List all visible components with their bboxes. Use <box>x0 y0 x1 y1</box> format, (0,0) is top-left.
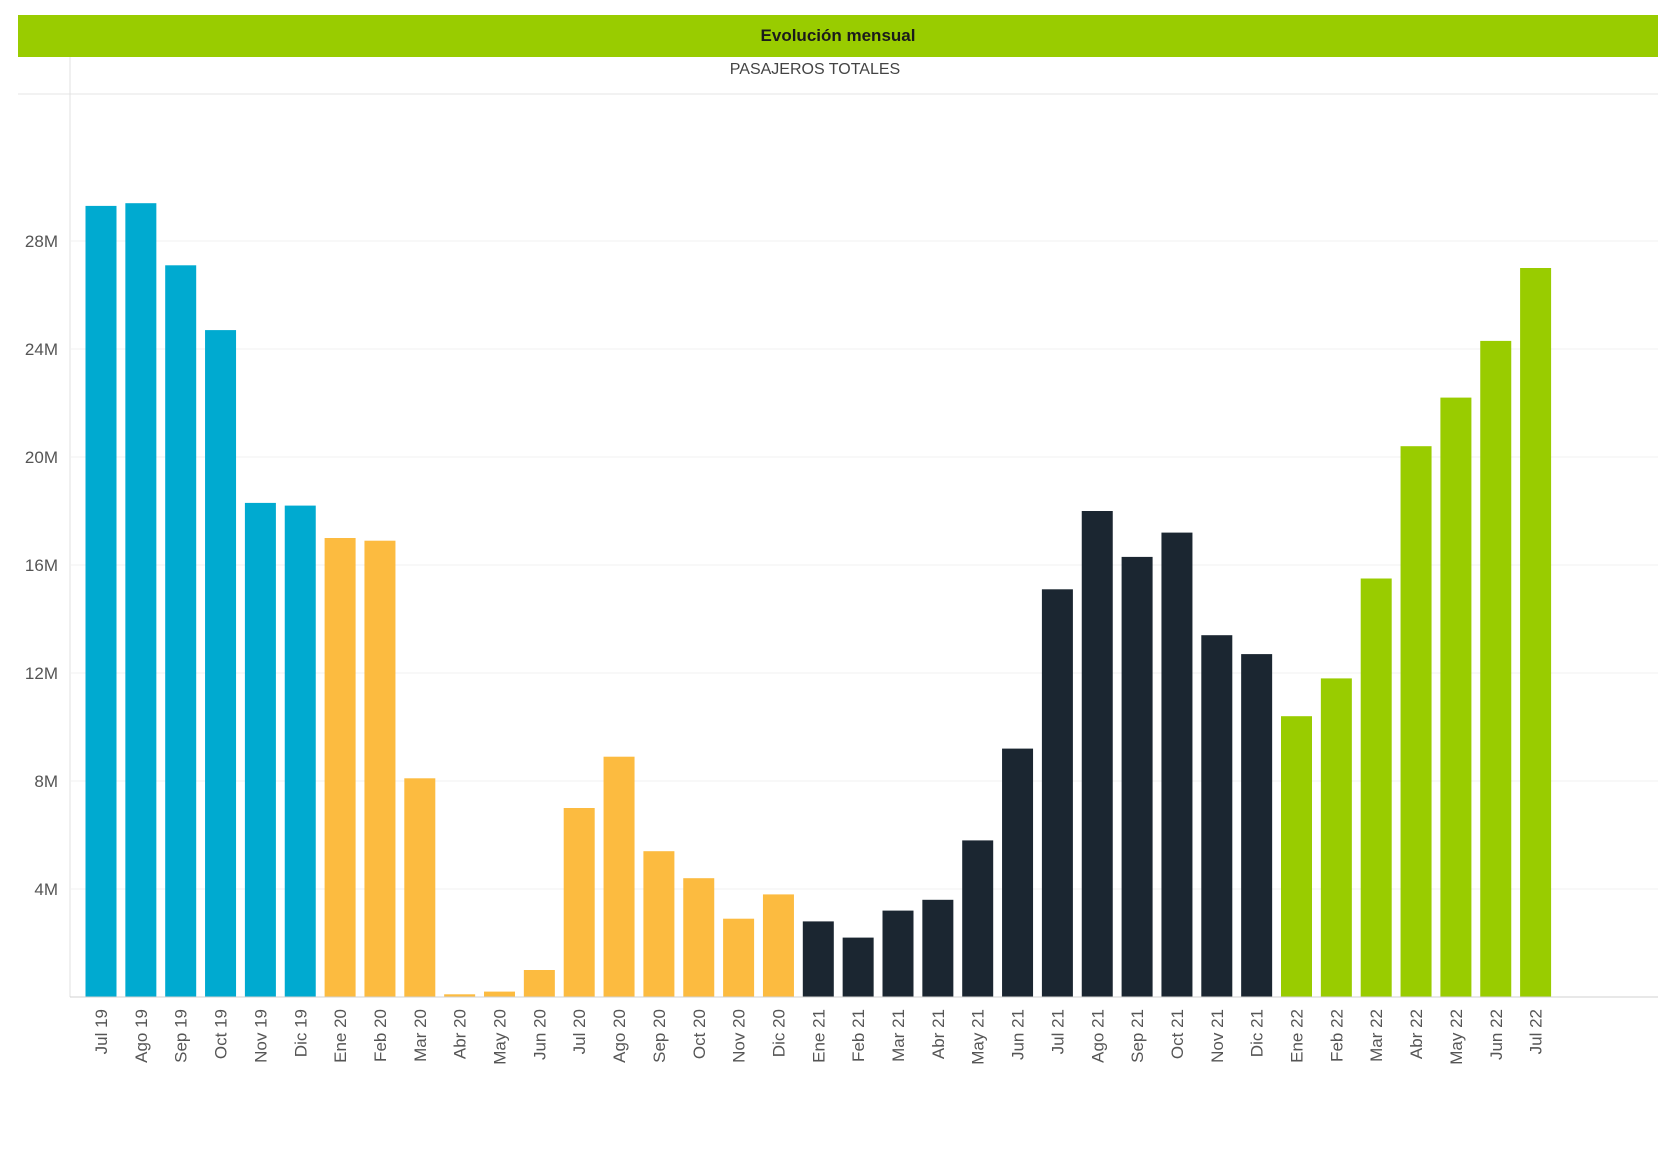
chart-title: Evolución mensual <box>760 26 916 45</box>
x-tick-label: Ene 21 <box>809 1009 828 1063</box>
x-tick-label: Mar 21 <box>889 1009 908 1062</box>
x-axis-ticks: Jul 19 Ago 19 Sep 19 Oct 19 Nov 19 Dic 19 Ene … <box>92 1009 1546 1065</box>
x-tick-label: Nov 21 <box>1208 1009 1227 1063</box>
bar[interactable] <box>842 937 874 997</box>
x-tick-label: Mar 20 <box>411 1009 430 1062</box>
x-tick-label: May 22 <box>1447 1009 1466 1065</box>
x-tick-label: Abr 20 <box>451 1009 470 1059</box>
x-tick-label: Nov 19 <box>251 1009 270 1063</box>
x-tick-label: Abr 21 <box>929 1009 948 1059</box>
x-tick-label: Sep 21 <box>1128 1009 1147 1063</box>
bar[interactable] <box>1520 268 1552 997</box>
x-tick-label: Jul 19 <box>92 1009 111 1054</box>
x-tick-label: Dic 21 <box>1248 1009 1267 1057</box>
x-tick-label: Ago 19 <box>132 1009 151 1063</box>
x-tick-label: Oct 19 <box>212 1009 231 1059</box>
x-tick-label: Ene 22 <box>1288 1009 1307 1063</box>
bar[interactable] <box>1121 556 1153 997</box>
x-tick-label: Feb 21 <box>849 1009 868 1062</box>
bar[interactable] <box>603 756 635 997</box>
bar[interactable] <box>762 894 794 997</box>
y-tick-label: 4M <box>34 880 58 899</box>
bar[interactable] <box>802 921 834 997</box>
y-tick-label: 8M <box>34 772 58 791</box>
bar[interactable] <box>1400 446 1432 997</box>
bar[interactable] <box>1281 716 1312 997</box>
x-tick-label: Dic 20 <box>769 1009 788 1057</box>
bar[interactable] <box>444 994 476 997</box>
chart-header-bar: Evolución mensual <box>18 15 1658 57</box>
bar[interactable] <box>1320 678 1352 997</box>
chart-subtitle: PASAJEROS TOTALES <box>730 61 900 78</box>
x-tick-label: Feb 20 <box>371 1009 390 1062</box>
x-tick-label: Abr 22 <box>1407 1009 1426 1059</box>
bar[interactable] <box>683 878 715 997</box>
x-tick-label: May 21 <box>969 1009 988 1065</box>
bar[interactable] <box>1002 748 1034 997</box>
x-tick-label: Ene 20 <box>331 1009 350 1063</box>
chart-frame: PASAJEROS TOTALES 4M 8M 12M 16M 20M 24M 28M Ju… <box>18 57 1658 1147</box>
x-tick-label: Oct 20 <box>690 1009 709 1059</box>
bar[interactable] <box>962 840 994 997</box>
x-tick-label: Mar 22 <box>1367 1009 1386 1062</box>
bar[interactable] <box>1041 589 1073 997</box>
bar[interactable] <box>523 970 555 997</box>
bar[interactable] <box>1440 397 1472 998</box>
x-tick-label: Sep 19 <box>172 1009 191 1063</box>
y-axis-ticks: 4M 8M 12M 16M 20M 24M 28M <box>25 232 58 899</box>
bar[interactable] <box>1480 340 1512 997</box>
x-tick-label: Jul 20 <box>570 1009 589 1054</box>
bar[interactable] <box>1161 532 1193 997</box>
y-tick-label: 28M <box>25 232 58 251</box>
bar[interactable] <box>165 265 197 997</box>
bar[interactable] <box>324 538 356 997</box>
x-tick-label: Oct 21 <box>1168 1009 1187 1059</box>
bar[interactable] <box>1241 654 1273 997</box>
x-tick-label: Ago 20 <box>610 1009 629 1063</box>
bars <box>85 203 1552 998</box>
bar[interactable] <box>85 205 117 997</box>
x-tick-label: Dic 19 <box>291 1009 310 1057</box>
bar[interactable] <box>484 991 515 997</box>
bar[interactable] <box>723 918 755 997</box>
bar[interactable] <box>404 778 436 997</box>
bar[interactable] <box>244 502 276 997</box>
bar[interactable] <box>563 808 595 997</box>
y-tick-label: 16M <box>25 556 58 575</box>
y-tick-label: 24M <box>25 340 58 359</box>
x-tick-label: Ago 21 <box>1088 1009 1107 1063</box>
x-tick-label: Jul 21 <box>1048 1009 1067 1054</box>
bar[interactable] <box>643 851 675 997</box>
bar[interactable] <box>922 899 954 997</box>
x-tick-label: Jun 22 <box>1487 1009 1506 1060</box>
x-tick-label: Jul 22 <box>1527 1009 1546 1054</box>
bar[interactable] <box>1201 635 1233 997</box>
bar[interactable] <box>125 203 157 997</box>
x-tick-label: Feb 22 <box>1327 1009 1346 1062</box>
x-tick-label: Sep 20 <box>650 1009 669 1063</box>
x-tick-label: May 20 <box>491 1009 510 1065</box>
bar[interactable] <box>205 330 237 998</box>
bar[interactable] <box>284 505 316 997</box>
bar[interactable] <box>882 910 914 997</box>
x-tick-label: Nov 20 <box>730 1009 749 1063</box>
bar[interactable] <box>1360 578 1392 998</box>
bar[interactable] <box>1081 511 1113 997</box>
bar[interactable] <box>364 540 396 997</box>
bar-chart: PASAJEROS TOTALES 4M 8M 12M 16M 20M 24M 28M Ju… <box>18 57 1658 1065</box>
y-tick-label: 20M <box>25 448 58 467</box>
y-tick-label: 12M <box>25 664 58 683</box>
x-tick-label: Jun 21 <box>1009 1009 1028 1060</box>
x-tick-label: Jun 20 <box>530 1009 549 1060</box>
